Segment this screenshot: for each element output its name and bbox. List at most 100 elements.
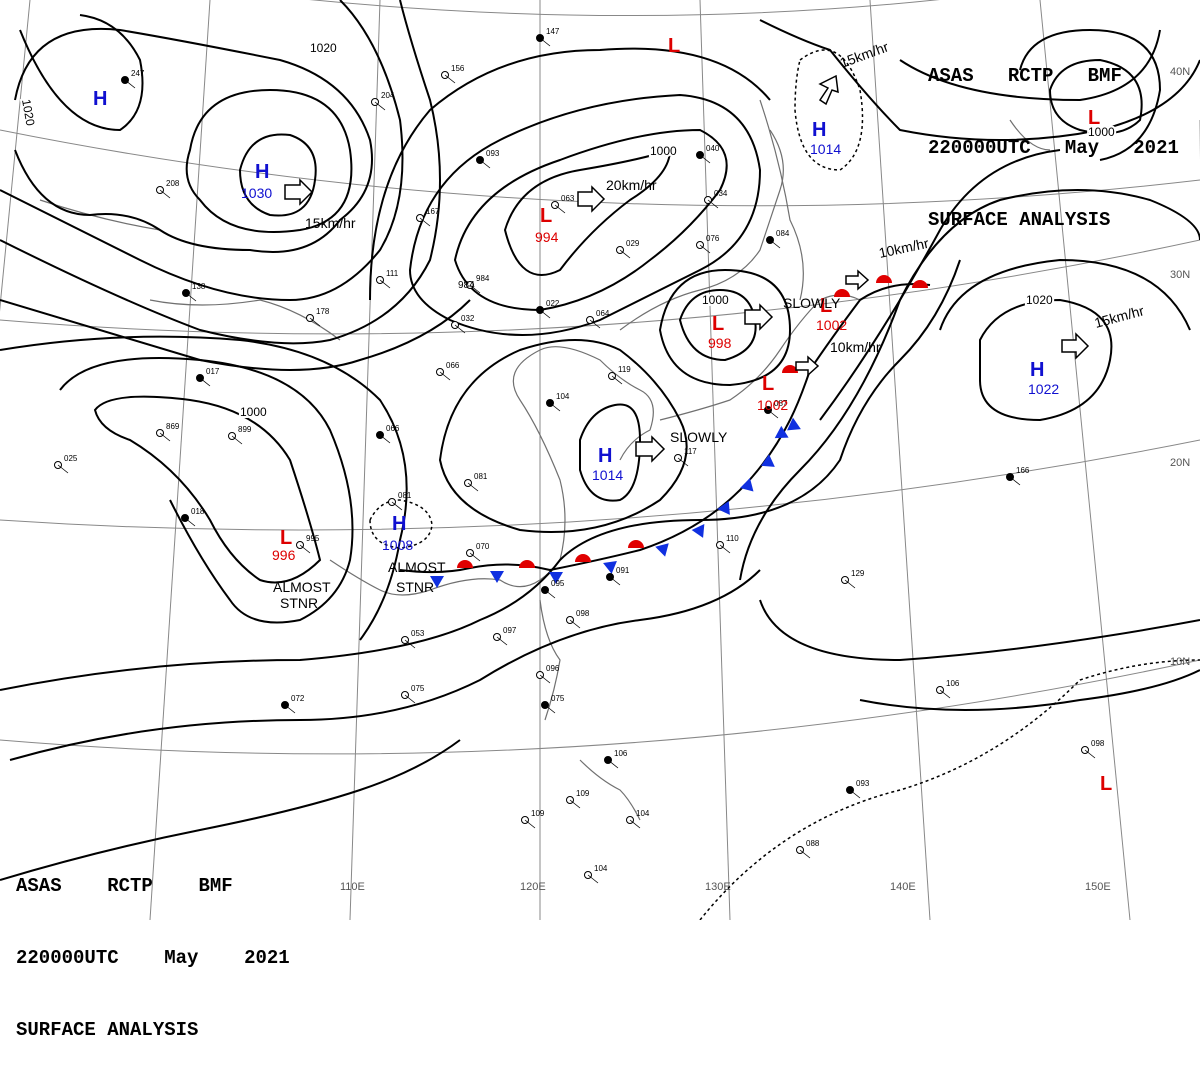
station-plot: 109	[566, 789, 590, 809]
wind-barb-icon	[611, 375, 623, 385]
pressure-value: 1014	[810, 141, 841, 157]
wind-barb-icon	[391, 501, 403, 511]
station-pressure: 070	[476, 542, 490, 551]
high-center: H	[392, 513, 406, 535]
station-plot: 032	[451, 314, 475, 334]
lat-label: 20N	[1170, 457, 1190, 469]
wind-barb-icon	[554, 204, 566, 214]
wind-barb-icon	[299, 544, 311, 554]
station-pressure: 081	[398, 491, 412, 500]
header-line3: SURFACE ANALYSIS	[928, 209, 1111, 231]
station-pressure: 204	[381, 91, 395, 100]
isobar-label: 1020	[310, 41, 337, 55]
station-pressure: 097	[503, 626, 517, 635]
station-pressure: 018	[191, 507, 205, 516]
wind-barb-icon	[444, 74, 456, 84]
station-plot: 984	[466, 274, 490, 294]
pressure-value: 1002	[816, 317, 847, 333]
wind-barb-icon	[699, 244, 711, 254]
wind-barb-icon	[549, 402, 561, 412]
station-pressure: 017	[206, 367, 220, 376]
wind-barb-icon	[607, 759, 619, 769]
weather-map: 147 156 204 093 063 029 022 064 076 084 032 066 017 8…	[0, 0, 1200, 920]
cold-front-triangle-icon	[549, 572, 563, 584]
arrow-icon	[284, 178, 314, 206]
wind-barb-icon	[124, 79, 136, 89]
station-pressure: 984	[476, 274, 490, 283]
station-plot: 098	[1081, 739, 1105, 759]
station-plot: 111	[376, 269, 399, 289]
station-plot: 018	[181, 507, 205, 527]
station-pressure: 106	[614, 749, 628, 758]
wind-barb-icon	[524, 819, 536, 829]
warm-front-semicircle-icon	[519, 560, 535, 568]
wind-barb-icon	[454, 324, 466, 334]
station-plot: 166	[1006, 466, 1030, 486]
station-pressure: 166	[1016, 466, 1030, 475]
warm-front-semicircle-icon	[876, 275, 892, 283]
dotted-lines	[369, 49, 1200, 920]
station-pressure: 025	[64, 454, 78, 463]
station-pressure: 095	[551, 579, 565, 588]
station-plot: 098	[566, 609, 590, 629]
station-pressure: 208	[166, 179, 180, 188]
station-plot: 075	[401, 684, 425, 704]
wind-barb-icon	[539, 674, 551, 684]
wind-barb-icon	[1084, 749, 1096, 759]
station-pressure: 098	[1091, 739, 1105, 748]
warm-front-semicircle-icon	[912, 280, 928, 288]
lat-labels: 40N 30N 20N 10N	[1170, 66, 1190, 668]
warm-front-semicircles	[457, 275, 928, 568]
cold-front-triangle-icon	[760, 454, 775, 467]
station-pressure: 053	[411, 629, 425, 638]
cold-front-triangle-icon	[774, 425, 789, 439]
station-pressure: 029	[626, 239, 640, 248]
isobar-label: 1020	[19, 98, 37, 127]
station-pressure: 087	[774, 399, 788, 408]
station-pressure: 109	[576, 789, 590, 798]
wind-barb-icon	[379, 434, 391, 444]
station-pressure: 106	[946, 679, 960, 688]
pressure-value: 994	[535, 229, 559, 245]
arrow-icon	[845, 269, 870, 291]
wind-barb-icon	[469, 552, 481, 562]
station-plot: 117	[674, 447, 697, 467]
motion-label: SLOWLY	[670, 429, 728, 445]
wind-barb-icon	[799, 849, 811, 859]
motion-label: SLOWLY	[783, 295, 841, 311]
wind-barb-icon	[677, 457, 689, 467]
low-center: L	[540, 205, 552, 227]
wind-barb-icon	[1009, 476, 1021, 486]
station-plot: 899	[228, 425, 252, 445]
wind-barb-icon	[619, 249, 631, 259]
station-plot: 208	[156, 179, 180, 199]
wind-barb-icon	[539, 37, 551, 47]
station-plot: 029	[616, 239, 640, 259]
wind-barb-icon	[629, 819, 641, 829]
station-pressure: 109	[531, 809, 545, 818]
arrow-icon	[635, 435, 666, 463]
station-plots: 147 156 204 093 063 029 022 064 076 084 032 066 017 8…	[54, 27, 1105, 884]
station-plot: 138	[182, 282, 206, 302]
warm-front-semicircle-icon	[457, 560, 473, 568]
wind-barb-icon	[199, 377, 211, 387]
station-pressure: 022	[546, 299, 560, 308]
pressure-value: 1022	[1028, 381, 1059, 397]
low-center: L	[1100, 773, 1112, 795]
wind-barb-icon	[404, 639, 416, 649]
low-center: L	[280, 527, 292, 549]
wind-barb-icon	[159, 432, 171, 442]
stnr-label-line2: STNR	[280, 595, 318, 611]
lon-label: 140E	[890, 881, 916, 893]
isobar-label: 1000	[702, 293, 729, 307]
warm-front-semicircle-icon	[575, 554, 591, 562]
wind-barb-icon	[469, 284, 481, 294]
arrow-icon	[1061, 332, 1090, 360]
stationary-labels: ALMOST STNR ALMOST STNR	[273, 559, 446, 611]
station-pressure: 076	[706, 234, 720, 243]
station-plot: 040	[696, 144, 720, 164]
lon-label: 150E	[1085, 881, 1111, 893]
wind-barb-icon	[587, 874, 599, 884]
station-pressure: 247	[131, 69, 145, 78]
pressure-value: 1014	[592, 467, 623, 483]
